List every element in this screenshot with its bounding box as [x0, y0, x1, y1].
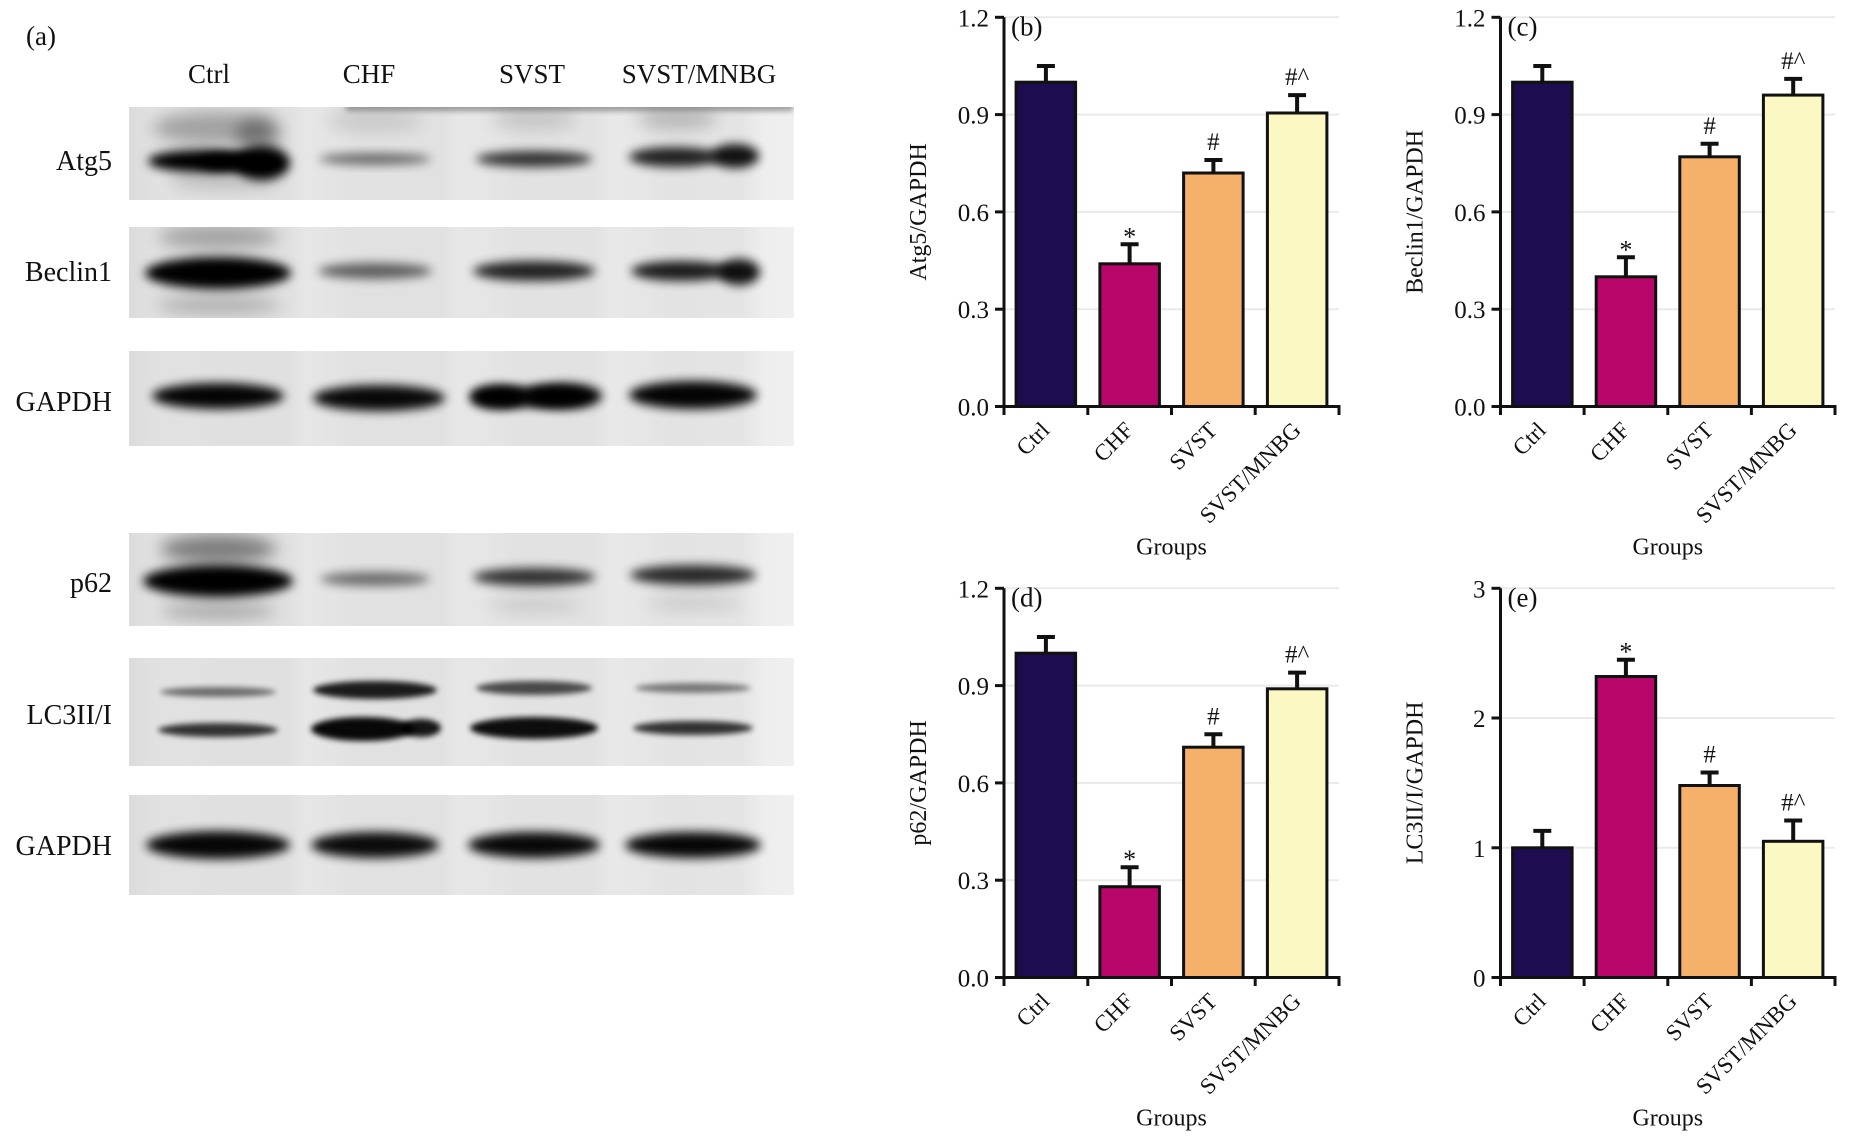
svg-text:(a): (a) — [26, 21, 56, 51]
svg-text:GAPDH: GAPDH — [16, 387, 112, 418]
svg-text:Ctrl: Ctrl — [1508, 988, 1551, 1031]
svg-text:0.0: 0.0 — [958, 966, 989, 993]
svg-text:Ctrl: Ctrl — [1011, 988, 1054, 1031]
svg-text:SVST/MNBG: SVST/MNBG — [622, 59, 777, 89]
svg-text:2: 2 — [1473, 706, 1486, 733]
svg-text:0.9: 0.9 — [958, 103, 989, 130]
svg-text:#^: #^ — [1285, 642, 1310, 669]
svg-text:0.0: 0.0 — [958, 395, 989, 422]
svg-text:0.6: 0.6 — [958, 771, 989, 798]
svg-text:0.3: 0.3 — [1454, 297, 1485, 324]
svg-text:Beclin1/GAPDH: Beclin1/GAPDH — [1403, 130, 1429, 294]
svg-text:Groups: Groups — [1136, 1106, 1207, 1132]
svg-text:CHF: CHF — [1089, 988, 1138, 1037]
svg-text:(e): (e) — [1508, 582, 1538, 612]
svg-text:0.3: 0.3 — [958, 297, 989, 324]
svg-text:#: # — [1703, 742, 1716, 769]
svg-text:(b): (b) — [1011, 11, 1042, 41]
svg-text:0.9: 0.9 — [958, 674, 989, 701]
svg-text:Ctrl: Ctrl — [188, 59, 230, 89]
svg-text:Groups: Groups — [1632, 1106, 1703, 1132]
svg-text:#^: #^ — [1781, 790, 1806, 817]
svg-text:Groups: Groups — [1632, 535, 1703, 561]
svg-text:SVST: SVST — [1661, 417, 1718, 474]
svg-text:1.2: 1.2 — [958, 576, 989, 603]
svg-text:(c): (c) — [1508, 11, 1538, 41]
svg-text:CHF: CHF — [1585, 417, 1634, 466]
svg-text:#: # — [1207, 703, 1220, 730]
svg-text:0.3: 0.3 — [958, 868, 989, 895]
svg-text:SVST: SVST — [499, 59, 566, 89]
svg-text:*: * — [1123, 845, 1136, 874]
svg-text:SVST: SVST — [1164, 417, 1221, 474]
svg-text:1.2: 1.2 — [1454, 5, 1485, 32]
svg-text:Atg5: Atg5 — [56, 146, 112, 177]
svg-text:(d): (d) — [1011, 582, 1042, 612]
svg-text:0.6: 0.6 — [958, 200, 989, 227]
svg-text:SVST: SVST — [1164, 988, 1221, 1045]
svg-text:#^: #^ — [1781, 48, 1806, 75]
svg-text:p62/GAPDH: p62/GAPDH — [906, 720, 932, 845]
svg-text:p62: p62 — [70, 568, 112, 599]
svg-text:0.0: 0.0 — [1454, 395, 1485, 422]
svg-text:0.6: 0.6 — [1454, 200, 1485, 227]
svg-text:0.9: 0.9 — [1454, 103, 1485, 130]
svg-text:3: 3 — [1473, 576, 1486, 603]
svg-text:Atg5/GAPDH: Atg5/GAPDH — [906, 143, 932, 280]
svg-text:SVST: SVST — [1661, 988, 1718, 1045]
svg-text:Ctrl: Ctrl — [1508, 417, 1551, 460]
svg-text:LC3II/I: LC3II/I — [26, 700, 112, 731]
svg-text:Beclin1: Beclin1 — [25, 257, 112, 288]
svg-text:*: * — [1619, 638, 1632, 667]
svg-text:CHF: CHF — [1585, 988, 1634, 1037]
svg-text:1.2: 1.2 — [958, 5, 989, 32]
svg-text:1: 1 — [1473, 836, 1486, 863]
svg-text:LC3II/I/GAPDH: LC3II/I/GAPDH — [1403, 702, 1429, 865]
svg-text:CHF: CHF — [343, 59, 396, 89]
svg-text:GAPDH: GAPDH — [16, 831, 112, 862]
svg-text:#^: #^ — [1285, 64, 1310, 91]
svg-text:#: # — [1703, 113, 1716, 140]
svg-text:0: 0 — [1473, 966, 1486, 993]
svg-text:Ctrl: Ctrl — [1011, 417, 1054, 460]
svg-text:CHF: CHF — [1089, 417, 1138, 466]
svg-text:#: # — [1207, 129, 1220, 156]
svg-text:Groups: Groups — [1136, 535, 1207, 561]
svg-text:*: * — [1619, 235, 1632, 264]
svg-text:*: * — [1123, 222, 1136, 251]
